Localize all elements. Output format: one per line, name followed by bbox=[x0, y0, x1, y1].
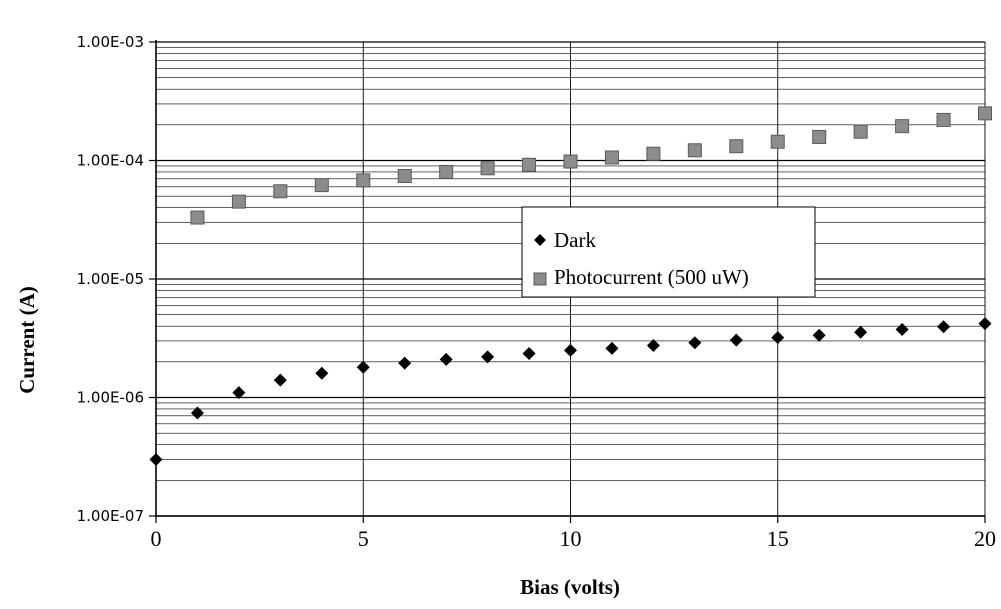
x-tick-label: 20 bbox=[974, 526, 996, 551]
data-point-dark bbox=[688, 336, 702, 350]
data-point-photocurrent bbox=[522, 157, 537, 172]
data-point-photocurrent bbox=[604, 150, 619, 165]
legend-label-photocurrent: Photocurrent (500 uW) bbox=[554, 265, 749, 289]
data-point-photocurrent bbox=[480, 161, 495, 176]
legend-marker-photocurrent bbox=[533, 272, 547, 286]
legend-label-dark: Dark bbox=[554, 228, 596, 252]
x-tick-label: 5 bbox=[358, 526, 369, 551]
data-point-dark bbox=[273, 373, 287, 387]
data-point-dark bbox=[605, 341, 619, 355]
data-point-dark bbox=[895, 322, 909, 336]
data-point-dark bbox=[232, 386, 246, 400]
data-point-dark bbox=[356, 360, 370, 374]
y-tick-label: 1.00E-06 bbox=[77, 389, 144, 407]
legend-box bbox=[521, 206, 816, 298]
data-point-dark bbox=[978, 317, 992, 331]
data-point-photocurrent bbox=[397, 168, 412, 183]
data-point-photocurrent bbox=[231, 194, 246, 209]
data-point-dark bbox=[190, 406, 204, 420]
data-point-dark bbox=[522, 347, 536, 361]
data-point-dark bbox=[398, 356, 412, 370]
data-point-dark bbox=[937, 320, 951, 334]
data-point-photocurrent bbox=[936, 112, 951, 127]
legend: Dark Photocurrent (500 uW) bbox=[521, 206, 816, 298]
data-point-photocurrent bbox=[190, 210, 205, 225]
y-tick-labels: 1.00E-07 1.00E-06 1.00E-05 1.00E-04 1.00E-03 bbox=[77, 33, 144, 525]
data-point-dark bbox=[771, 331, 785, 345]
x-tick-label: 0 bbox=[151, 526, 162, 551]
y-tick-label: 1.00E-05 bbox=[77, 270, 144, 288]
data-point-photocurrent bbox=[812, 129, 827, 144]
y-tick-label: 1.00E-04 bbox=[77, 152, 144, 170]
x-axis-title: Bias (volts) bbox=[520, 575, 620, 599]
y-tick-label: 1.00E-07 bbox=[77, 507, 144, 525]
data-point-dark bbox=[439, 352, 453, 366]
data-point-photocurrent bbox=[356, 173, 371, 188]
data-point-dark bbox=[481, 350, 495, 364]
x-tick-label: 15 bbox=[767, 526, 789, 551]
data-point-photocurrent bbox=[978, 106, 992, 121]
data-point-photocurrent bbox=[439, 164, 454, 179]
x-tick-labels: 0 5 10 15 20 bbox=[151, 526, 997, 551]
data-point-photocurrent bbox=[563, 154, 578, 169]
data-point-photocurrent bbox=[853, 124, 868, 139]
x-tick-label: 10 bbox=[560, 526, 582, 551]
legend-marker-dark bbox=[534, 234, 546, 246]
data-point-dark bbox=[646, 338, 660, 352]
axes bbox=[149, 40, 986, 523]
data-point-photocurrent bbox=[770, 134, 785, 149]
data-points bbox=[149, 106, 992, 466]
data-point-photocurrent bbox=[314, 178, 329, 193]
data-point-dark bbox=[729, 333, 743, 347]
y-tick-label: 1.00E-03 bbox=[77, 33, 144, 51]
y-axis-title: Current (A) bbox=[15, 286, 39, 394]
data-point-dark bbox=[564, 343, 577, 357]
data-point-photocurrent bbox=[687, 143, 702, 158]
data-point-photocurrent bbox=[895, 119, 910, 134]
data-point-dark bbox=[812, 328, 826, 342]
data-point-dark bbox=[854, 325, 868, 339]
data-point-photocurrent bbox=[729, 139, 744, 154]
data-point-dark bbox=[315, 366, 329, 380]
data-point-dark bbox=[149, 452, 163, 466]
data-point-photocurrent bbox=[646, 146, 661, 161]
data-point-photocurrent bbox=[273, 184, 288, 199]
